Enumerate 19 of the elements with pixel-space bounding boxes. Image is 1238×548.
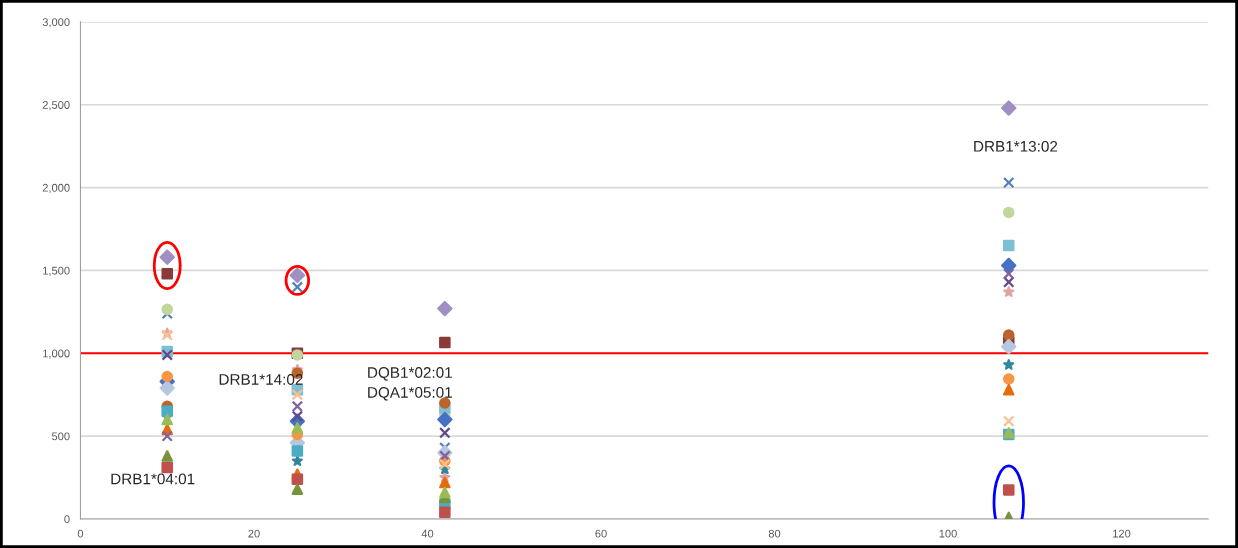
- x-tick-label: 60: [595, 529, 607, 538]
- y-tick-label: 2,000: [42, 183, 70, 194]
- x-tick-label: 80: [768, 529, 781, 538]
- y-tick-label: 500: [51, 432, 70, 441]
- y-tick-label: 1,000: [43, 349, 70, 359]
- y-tick-label: 2,500: [42, 101, 70, 111]
- y-tick-label: 0: [64, 515, 70, 524]
- annotation: DRB1*13:02: [974, 140, 1058, 152]
- x-tick-label: 40: [421, 529, 434, 538]
- y-tick-label: 3,000: [42, 18, 70, 28]
- annotation: DRB1*14:02: [219, 374, 303, 385]
- annotation: DRB1*04:01: [111, 473, 195, 485]
- x-tick-label: 100: [939, 529, 957, 538]
- annotation: DQA1*05:01: [368, 386, 452, 401]
- y-tick-label: 1,500: [43, 266, 70, 276]
- x-tick-label: 20: [248, 529, 260, 538]
- x-tick-label: 120: [1113, 529, 1131, 538]
- x-tick-label: 0: [77, 529, 84, 538]
- annotation: DQB1*02:01: [368, 367, 452, 381]
